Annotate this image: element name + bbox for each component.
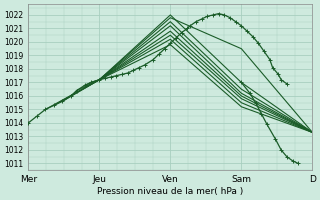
X-axis label: Pression niveau de la mer( hPa ): Pression niveau de la mer( hPa ) xyxy=(97,187,244,196)
